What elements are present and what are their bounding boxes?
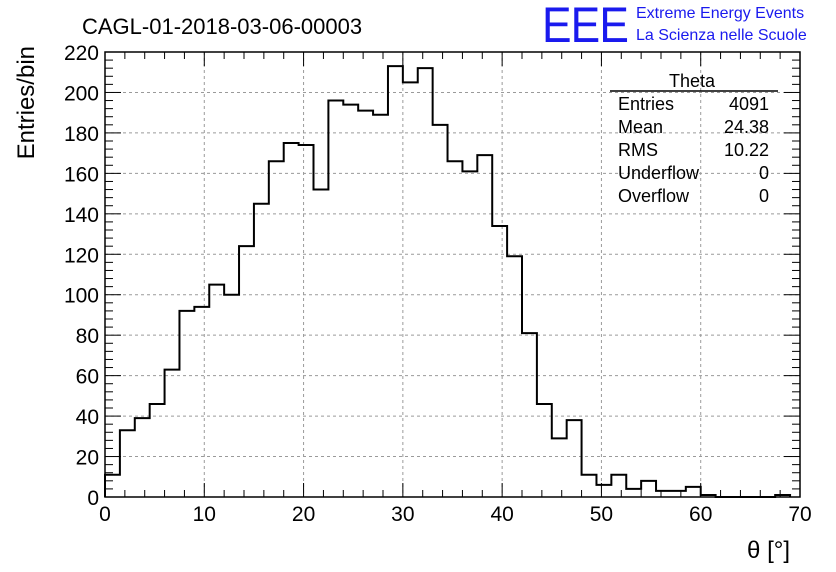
y-tick-label: 120	[64, 244, 99, 267]
y-tick-label: 140	[64, 204, 99, 227]
x-tick-label: 50	[590, 503, 613, 526]
histogram-bin	[358, 111, 373, 497]
histogram-bin	[120, 430, 135, 497]
histogram-bin	[209, 285, 224, 497]
y-tick-label: 20	[76, 447, 99, 470]
histogram-series	[104, 65, 792, 498]
histogram-bin	[507, 256, 522, 497]
x-tick-label: 0	[99, 503, 111, 526]
histogram-bin	[448, 161, 463, 497]
stats-value: 0	[759, 163, 769, 183]
histogram-bin	[596, 485, 611, 497]
histogram-bin	[343, 105, 358, 497]
y-tick-label: 40	[76, 406, 99, 429]
stats-label: Entries	[618, 94, 674, 114]
histogram-bin	[135, 418, 150, 497]
histogram-bin	[224, 295, 239, 497]
y-tick-label: 0	[87, 487, 99, 510]
grid-lines	[105, 52, 800, 497]
y-tick-labels: 0 20 40 60 80 100 120 140 160 180 200 220	[64, 42, 99, 510]
stats-value: 10.22	[724, 140, 769, 160]
y-tick-label: 220	[64, 42, 99, 65]
x-tick-label: 60	[689, 503, 712, 526]
histogram-bin	[284, 143, 299, 497]
x-tick-label: 20	[292, 503, 315, 526]
histogram-bin	[567, 420, 582, 497]
axis-ticks	[104, 51, 801, 498]
chart-title: CAGL-01-2018-03-06-00003	[82, 14, 362, 39]
y-tick-label: 60	[76, 366, 99, 389]
histogram-bin	[611, 475, 626, 497]
histogram-bin	[462, 171, 477, 497]
histogram-bin	[328, 101, 343, 497]
x-tick-label: 70	[788, 503, 811, 526]
histogram-bin	[477, 155, 492, 497]
histogram-bin	[179, 311, 194, 497]
eee-logo-line1: Extreme Energy Events	[636, 5, 804, 22]
y-tick-label: 200	[64, 82, 99, 105]
x-tick-label: 30	[391, 503, 414, 526]
histogram-bin	[433, 125, 448, 497]
stats-rows: Entries 4091 Mean 24.38 RMS 10.22 Underflow 0 Ov…	[618, 94, 769, 206]
histogram-bin	[165, 370, 180, 497]
histogram-bin	[388, 66, 403, 497]
histogram-bin	[373, 115, 388, 497]
stats-value: 24.38	[724, 117, 769, 137]
x-axis-label: θ [°]	[747, 537, 790, 564]
y-axis-label: Entries/bin	[13, 46, 40, 159]
histogram-bin	[775, 495, 790, 497]
y-tick-label: 180	[64, 123, 99, 146]
stats-label: RMS	[618, 140, 658, 160]
x-tick-labels: 0 10 20 30 40 50 60 70	[99, 503, 812, 526]
y-tick-label: 80	[76, 325, 99, 348]
histogram-bin	[418, 68, 433, 497]
x-tick-label: 40	[490, 503, 513, 526]
histogram-bin	[314, 190, 329, 497]
eee-logo-line2: La Scienza nelle Scuole	[636, 27, 807, 44]
histogram-bin	[552, 438, 567, 497]
histogram-bin	[671, 491, 686, 497]
histogram-bin	[641, 481, 656, 497]
plot-frame	[104, 51, 801, 498]
stats-label: Underflow	[618, 163, 700, 183]
histogram-bin	[492, 226, 507, 497]
histogram-bin	[105, 475, 120, 497]
stats-label: Overflow	[618, 186, 690, 206]
stats-box: Theta Entries 4091 Mean 24.38 RMS 10.22 Underf…	[610, 71, 778, 206]
histogram-bin	[626, 489, 641, 497]
histogram-bin	[194, 307, 209, 497]
histogram-bin	[582, 475, 597, 497]
histogram-bin	[254, 204, 269, 497]
histogram-bin	[686, 487, 701, 497]
histogram-bin	[522, 333, 537, 497]
histogram-bin	[150, 404, 165, 497]
histogram-bin	[701, 495, 716, 497]
stats-value: 0	[759, 186, 769, 206]
stats-label: Mean	[618, 117, 663, 137]
histogram-bin	[269, 161, 284, 497]
histogram-bin	[239, 246, 254, 497]
stats-title: Theta	[669, 71, 716, 91]
eee-logo: EEE Extreme Energy Events La Scienza nel…	[542, 0, 807, 53]
histogram-bin	[299, 145, 314, 497]
plot-area-border	[104, 51, 801, 498]
x-tick-label: 10	[193, 503, 216, 526]
histogram-bin	[403, 82, 418, 497]
stats-value: 4091	[729, 94, 769, 114]
eee-logo-letters: EEE	[542, 0, 628, 53]
y-tick-label: 160	[64, 163, 99, 186]
histogram-bin	[537, 404, 552, 497]
histogram-bin	[656, 491, 671, 497]
y-tick-label: 100	[64, 285, 99, 308]
